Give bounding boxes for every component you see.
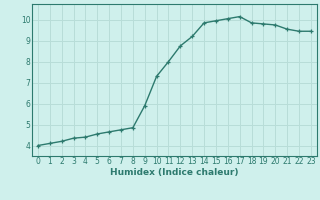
X-axis label: Humidex (Indice chaleur): Humidex (Indice chaleur) <box>110 168 239 177</box>
